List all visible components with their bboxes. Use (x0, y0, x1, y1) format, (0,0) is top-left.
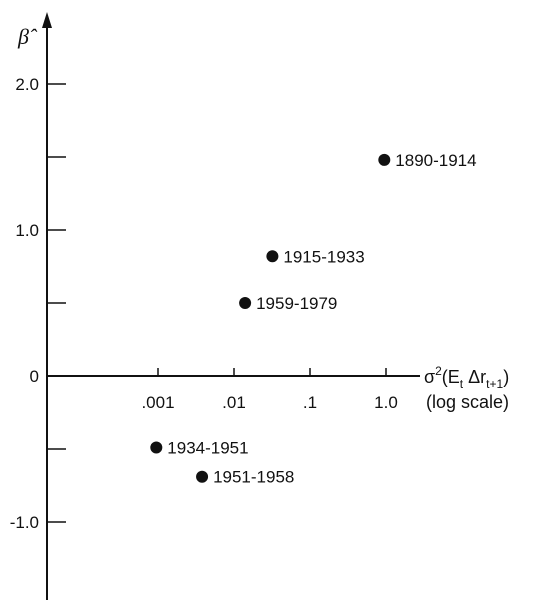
y-ticks (47, 83, 66, 523)
y-axis-title: β̂ (17, 24, 38, 49)
data-point (196, 470, 209, 483)
y-tick-labels: -1.0 0 1.0 2.0 (10, 75, 39, 532)
x-tick-label: .001 (141, 393, 174, 412)
x-tick-label: 1.0 (374, 393, 398, 412)
y-tick-label: 1.0 (15, 221, 39, 240)
data-points: 1890-1914 1915-1933 1959-1979 1934-1951 1951… (150, 151, 477, 487)
y-axis: -1.0 0 1.0 2.0 (10, 12, 66, 600)
x-ticks (157, 368, 387, 376)
data-point-label: 1915-1933 (283, 247, 364, 266)
y-tick-label: 2.0 (15, 75, 39, 94)
data-point-label: 1951-1958 (213, 468, 294, 487)
data-point (239, 297, 252, 309)
x-tick-label: .1 (303, 393, 317, 412)
data-point (266, 250, 279, 263)
x-tick-labels: .001 .01 .1 1.0 (141, 393, 397, 412)
data-point (378, 153, 391, 166)
x-axis-scale-note: (log scale) (426, 392, 509, 412)
y-tick-label: -1.0 (10, 513, 39, 532)
data-point-label: 1934-1951 (167, 439, 248, 458)
x-axis: .001 .01 .1 1.0 (47, 368, 420, 412)
x-tick-label: .01 (222, 393, 246, 412)
y-tick-label: 0 (30, 367, 39, 386)
y-axis-arrowhead (42, 12, 52, 28)
data-point-label: 1959-1979 (256, 294, 337, 313)
data-point (150, 441, 163, 454)
x-axis-title: σ2(Et Δrt+1) (424, 364, 509, 391)
data-point-label: 1890-1914 (395, 151, 476, 170)
